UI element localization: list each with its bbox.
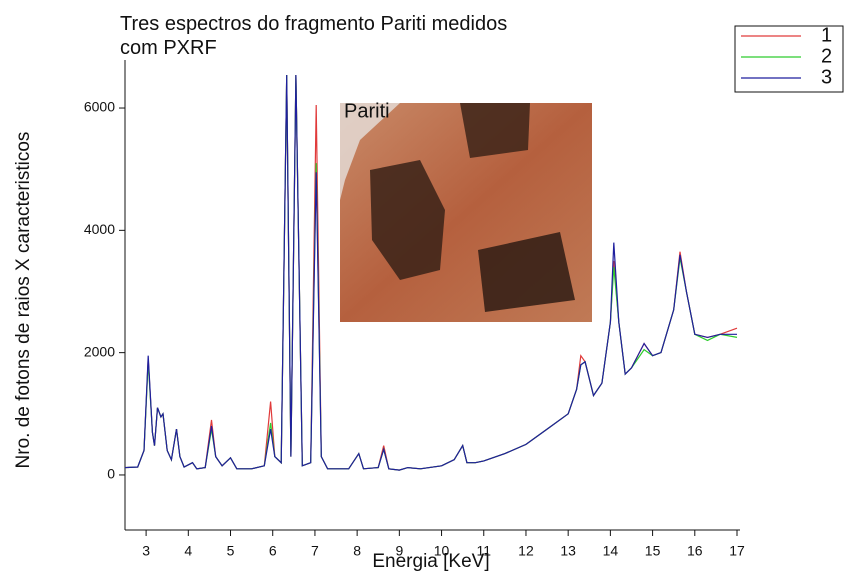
x-tick-label: 8 [353, 543, 361, 559]
x-tick-label: 16 [687, 543, 703, 559]
x-tick-label: 4 [184, 543, 192, 559]
x-axis-label: Energia [KeV] [372, 551, 489, 572]
inset-photo: Pariti [340, 100, 592, 322]
y-axis-label: Nro. de fotons de raios X caracteristico… [13, 132, 34, 469]
x-tick-label: 7 [311, 543, 319, 559]
spectrum-line [124, 74, 737, 471]
legend-label: 1 [821, 24, 832, 46]
x-tick-label: 3 [142, 543, 150, 559]
x-tick-label: 12 [518, 543, 534, 559]
y-tick-label: 2000 [84, 343, 115, 359]
x-tick-label: 9 [395, 543, 403, 559]
y-tick-label: 6000 [84, 99, 115, 115]
x-tick-label: 17 [729, 543, 745, 559]
inset-label: Pariti [344, 100, 390, 122]
y-tick-label: 0 [107, 466, 115, 482]
x-tick-label: 14 [603, 543, 619, 559]
legend-label: 2 [821, 45, 832, 67]
x-tick-label: 11 [476, 543, 491, 559]
x-tick-label: 5 [227, 543, 235, 559]
x-tick-label: 6 [269, 543, 277, 559]
legend-label: 3 [821, 66, 832, 88]
chart-title: Tres espectros do fragmento Pariti medid… [120, 13, 508, 59]
x-tick-label: 10 [434, 543, 450, 559]
x-tick-label: 13 [560, 543, 576, 559]
x-tick-label: 15 [645, 543, 661, 559]
legend-box [734, 25, 844, 93]
y-tick-label: 4000 [84, 221, 115, 237]
